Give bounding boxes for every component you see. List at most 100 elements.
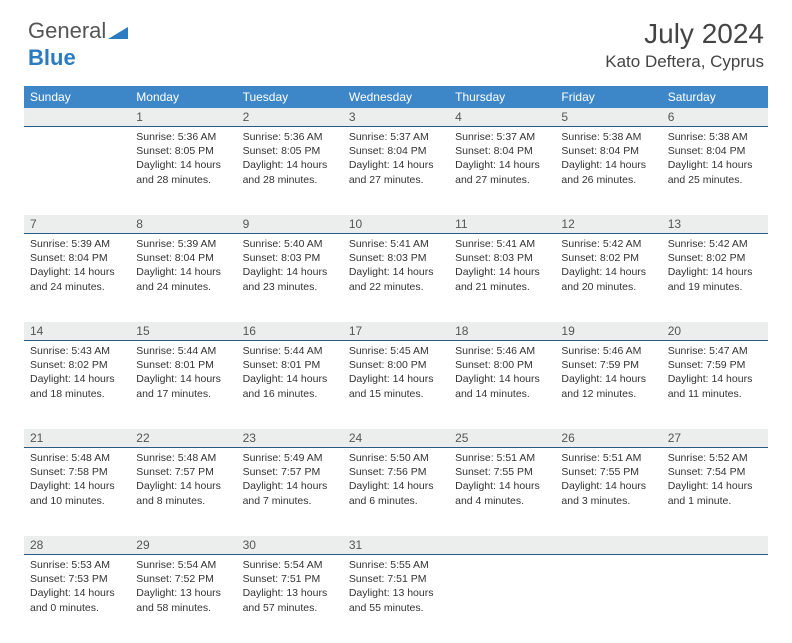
sunset-line: Sunset: 8:00 PM: [349, 358, 443, 372]
sunrise-line: Sunrise: 5:48 AM: [30, 451, 124, 465]
calendar-cell: Sunrise: 5:53 AMSunset: 7:53 PMDaylight:…: [24, 555, 130, 643]
day-number: 12: [555, 215, 661, 234]
sunset-line: Sunset: 8:04 PM: [561, 144, 655, 158]
sunset-line: Sunset: 8:04 PM: [455, 144, 549, 158]
sunrise-line: Sunrise: 5:38 AM: [561, 130, 655, 144]
weekday-header: Wednesday: [343, 86, 449, 108]
day-details: Sunrise: 5:40 AMSunset: 8:03 PMDaylight:…: [237, 234, 343, 300]
daylight-line: Daylight: 14 hours and 1 minute.: [668, 479, 762, 507]
day-details: Sunrise: 5:54 AMSunset: 7:51 PMDaylight:…: [237, 555, 343, 621]
sunset-line: Sunset: 8:02 PM: [668, 251, 762, 265]
daylight-line: Daylight: 14 hours and 27 minutes.: [455, 158, 549, 186]
daylight-line: Daylight: 14 hours and 18 minutes.: [30, 372, 124, 400]
day-details: Sunrise: 5:41 AMSunset: 8:03 PMDaylight:…: [449, 234, 555, 300]
sunrise-line: Sunrise: 5:43 AM: [30, 344, 124, 358]
daylight-line: Daylight: 14 hours and 21 minutes.: [455, 265, 549, 293]
day-details: Sunrise: 5:46 AMSunset: 7:59 PMDaylight:…: [555, 341, 661, 407]
sunrise-line: Sunrise: 5:48 AM: [136, 451, 230, 465]
day-details: Sunrise: 5:48 AMSunset: 7:58 PMDaylight:…: [24, 448, 130, 514]
location-subtitle: Kato Deftera, Cyprus: [605, 52, 764, 72]
calendar-cell: Sunrise: 5:52 AMSunset: 7:54 PMDaylight:…: [662, 448, 768, 536]
sunrise-line: Sunrise: 5:46 AM: [561, 344, 655, 358]
sunset-line: Sunset: 8:01 PM: [136, 358, 230, 372]
weekday-header: Saturday: [662, 86, 768, 108]
sunrise-line: Sunrise: 5:41 AM: [455, 237, 549, 251]
day-details: Sunrise: 5:37 AMSunset: 8:04 PMDaylight:…: [343, 127, 449, 193]
day-number: 20: [662, 322, 768, 341]
daylight-line: Daylight: 14 hours and 10 minutes.: [30, 479, 124, 507]
sunrise-line: Sunrise: 5:45 AM: [349, 344, 443, 358]
calendar-cell: Sunrise: 5:42 AMSunset: 8:02 PMDaylight:…: [555, 234, 661, 322]
day-details: Sunrise: 5:39 AMSunset: 8:04 PMDaylight:…: [130, 234, 236, 300]
weekday-header: Tuesday: [237, 86, 343, 108]
day-details: Sunrise: 5:41 AMSunset: 8:03 PMDaylight:…: [343, 234, 449, 300]
day-number: 6: [662, 108, 768, 127]
sunset-line: Sunset: 8:02 PM: [30, 358, 124, 372]
sunrise-line: Sunrise: 5:51 AM: [455, 451, 549, 465]
day-number: 13: [662, 215, 768, 234]
calendar-cell: Sunrise: 5:39 AMSunset: 8:04 PMDaylight:…: [130, 234, 236, 322]
sunrise-line: Sunrise: 5:36 AM: [243, 130, 337, 144]
sunset-line: Sunset: 7:54 PM: [668, 465, 762, 479]
daylight-line: Daylight: 14 hours and 6 minutes.: [349, 479, 443, 507]
sunset-line: Sunset: 8:04 PM: [136, 251, 230, 265]
calendar-cell: Sunrise: 5:54 AMSunset: 7:51 PMDaylight:…: [237, 555, 343, 643]
sunrise-line: Sunrise: 5:51 AM: [561, 451, 655, 465]
day-number: 3: [343, 108, 449, 127]
daylight-line: Daylight: 14 hours and 23 minutes.: [243, 265, 337, 293]
sunset-line: Sunset: 7:59 PM: [668, 358, 762, 372]
sunrise-line: Sunrise: 5:47 AM: [668, 344, 762, 358]
calendar-cell: [662, 555, 768, 643]
daylight-line: Daylight: 14 hours and 11 minutes.: [668, 372, 762, 400]
calendar-cell: Sunrise: 5:37 AMSunset: 8:04 PMDaylight:…: [449, 127, 555, 215]
daylight-line: Daylight: 14 hours and 27 minutes.: [349, 158, 443, 186]
day-details: Sunrise: 5:51 AMSunset: 7:55 PMDaylight:…: [449, 448, 555, 514]
sunset-line: Sunset: 7:53 PM: [30, 572, 124, 586]
sunset-line: Sunset: 7:51 PM: [349, 572, 443, 586]
calendar-cell: Sunrise: 5:38 AMSunset: 8:04 PMDaylight:…: [555, 127, 661, 215]
sunset-line: Sunset: 7:52 PM: [136, 572, 230, 586]
day-details: Sunrise: 5:44 AMSunset: 8:01 PMDaylight:…: [237, 341, 343, 407]
day-number: 4: [449, 108, 555, 127]
daylight-line: Daylight: 14 hours and 3 minutes.: [561, 479, 655, 507]
sunset-line: Sunset: 7:59 PM: [561, 358, 655, 372]
sunset-line: Sunset: 8:05 PM: [136, 144, 230, 158]
sunset-line: Sunset: 7:55 PM: [561, 465, 655, 479]
weekday-header: Monday: [130, 86, 236, 108]
sunrise-line: Sunrise: 5:50 AM: [349, 451, 443, 465]
day-number: 11: [449, 215, 555, 234]
calendar-cell: [555, 555, 661, 643]
sunset-line: Sunset: 7:57 PM: [136, 465, 230, 479]
daylight-line: Daylight: 14 hours and 24 minutes.: [136, 265, 230, 293]
day-details: Sunrise: 5:43 AMSunset: 8:02 PMDaylight:…: [24, 341, 130, 407]
sunrise-line: Sunrise: 5:52 AM: [668, 451, 762, 465]
daylight-line: Daylight: 14 hours and 7 minutes.: [243, 479, 337, 507]
sunset-line: Sunset: 8:02 PM: [561, 251, 655, 265]
calendar-cell: Sunrise: 5:50 AMSunset: 7:56 PMDaylight:…: [343, 448, 449, 536]
day-details: Sunrise: 5:49 AMSunset: 7:57 PMDaylight:…: [237, 448, 343, 514]
calendar-cell: Sunrise: 5:36 AMSunset: 8:05 PMDaylight:…: [130, 127, 236, 215]
daylight-line: Daylight: 14 hours and 22 minutes.: [349, 265, 443, 293]
daylight-line: Daylight: 14 hours and 20 minutes.: [561, 265, 655, 293]
daylight-line: Daylight: 13 hours and 55 minutes.: [349, 586, 443, 614]
day-details: Sunrise: 5:52 AMSunset: 7:54 PMDaylight:…: [662, 448, 768, 514]
calendar-cell: [449, 555, 555, 643]
calendar-cell: Sunrise: 5:43 AMSunset: 8:02 PMDaylight:…: [24, 341, 130, 429]
title-block: July 2024 Kato Deftera, Cyprus: [605, 18, 764, 72]
sunrise-line: Sunrise: 5:42 AM: [561, 237, 655, 251]
day-details: Sunrise: 5:39 AMSunset: 8:04 PMDaylight:…: [24, 234, 130, 300]
daylight-line: Daylight: 14 hours and 17 minutes.: [136, 372, 230, 400]
calendar-cell: Sunrise: 5:36 AMSunset: 8:05 PMDaylight:…: [237, 127, 343, 215]
day-details: Sunrise: 5:47 AMSunset: 7:59 PMDaylight:…: [662, 341, 768, 407]
day-details: Sunrise: 5:55 AMSunset: 7:51 PMDaylight:…: [343, 555, 449, 621]
calendar-table: SundayMondayTuesdayWednesdayThursdayFrid…: [24, 86, 768, 643]
day-number: 31: [343, 536, 449, 555]
day-number: 30: [237, 536, 343, 555]
day-details: Sunrise: 5:42 AMSunset: 8:02 PMDaylight:…: [662, 234, 768, 300]
sunrise-line: Sunrise: 5:37 AM: [455, 130, 549, 144]
sunset-line: Sunset: 8:03 PM: [349, 251, 443, 265]
day-number: 28: [24, 536, 130, 555]
day-details: Sunrise: 5:53 AMSunset: 7:53 PMDaylight:…: [24, 555, 130, 621]
sunrise-line: Sunrise: 5:44 AM: [243, 344, 337, 358]
calendar-cell: [24, 127, 130, 215]
